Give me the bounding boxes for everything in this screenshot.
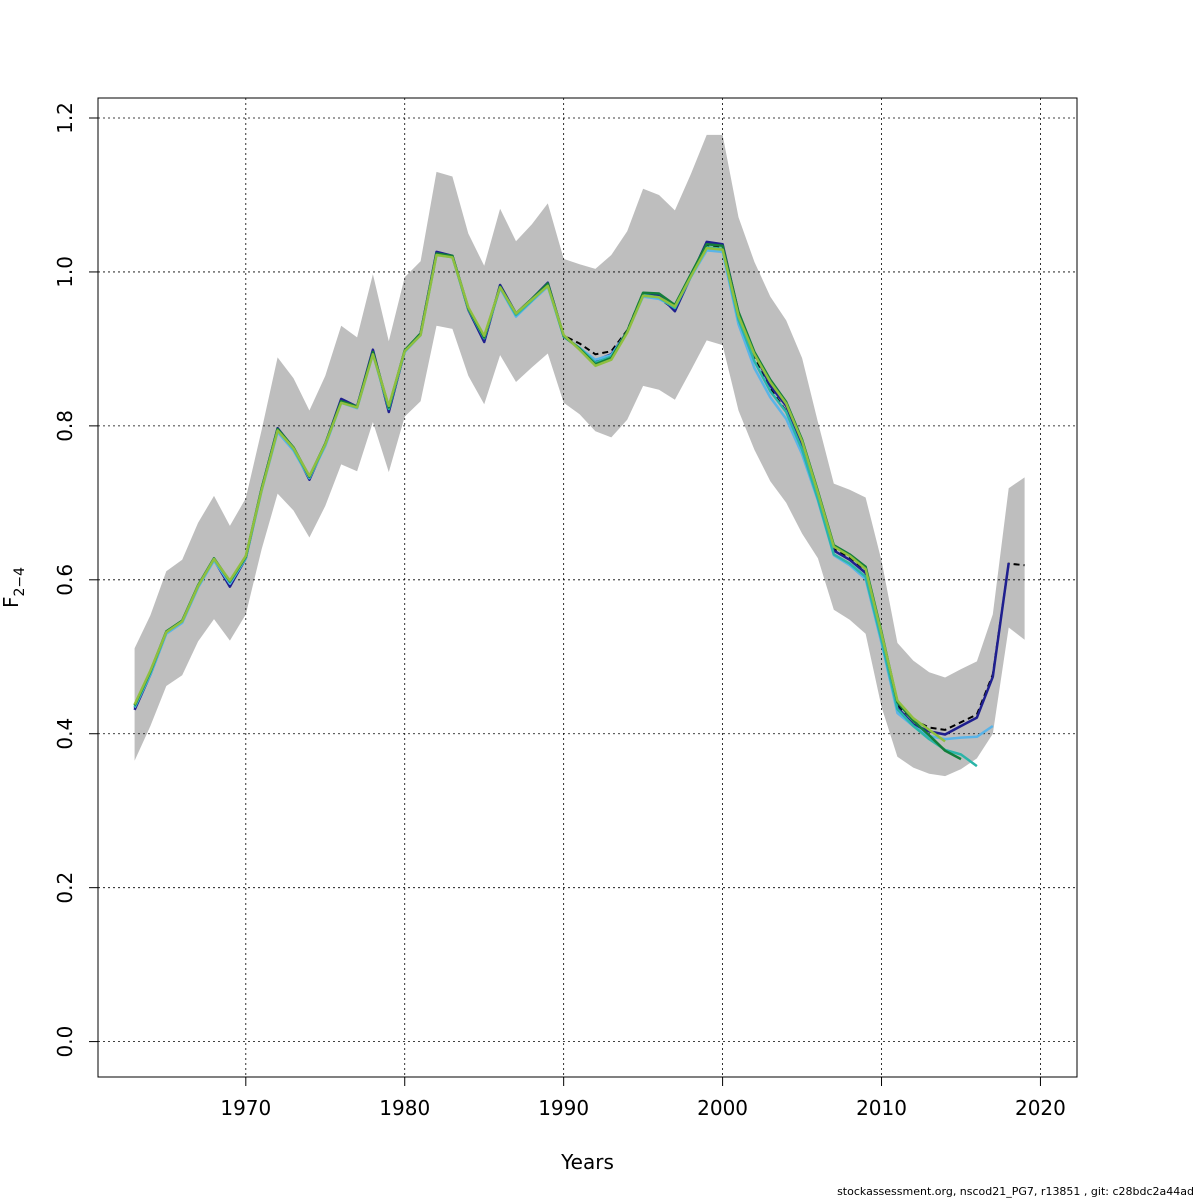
x-tick-label: 2010 xyxy=(856,1096,907,1120)
y-tick-label: 1.0 xyxy=(53,256,77,288)
y-tick-label: 0.8 xyxy=(53,410,77,442)
y-tick-label: 0.6 xyxy=(53,564,77,596)
y-axis-label: F2−4 xyxy=(0,567,28,608)
y-tick-label: 0.0 xyxy=(53,1026,77,1058)
y-axis-label-base: F xyxy=(0,597,23,609)
x-tick-label: 1980 xyxy=(379,1096,430,1120)
series-layer xyxy=(133,240,1025,768)
y-tick-label: 0.2 xyxy=(53,872,77,904)
confidence-band-layer xyxy=(134,134,1025,777)
y-axis-label-subscript: 2−4 xyxy=(12,567,28,597)
series-line-6 xyxy=(133,246,946,743)
x-tick-label: 2000 xyxy=(697,1096,748,1120)
x-tick-label: 1970 xyxy=(220,1096,271,1120)
y-axis: 0.0 0.2 0.4 0.6 0.8 1.0 1.2 xyxy=(53,102,98,1058)
grid-layer xyxy=(98,98,1077,1077)
confidence-band xyxy=(134,134,1025,777)
x-axis: 1970 1980 1990 2000 2010 2020 xyxy=(220,1077,1066,1120)
x-axis-label: Years xyxy=(560,1150,614,1174)
x-tick-label: 2020 xyxy=(1015,1096,1066,1120)
x-tick-label: 1990 xyxy=(538,1096,589,1120)
y-tick-label: 0.4 xyxy=(53,718,77,750)
y-tick-label: 1.2 xyxy=(53,102,77,134)
source-footer: stockassessment.org, nscod21_PG7, r13851… xyxy=(837,1185,1194,1198)
plot-frame xyxy=(97,97,1078,1078)
